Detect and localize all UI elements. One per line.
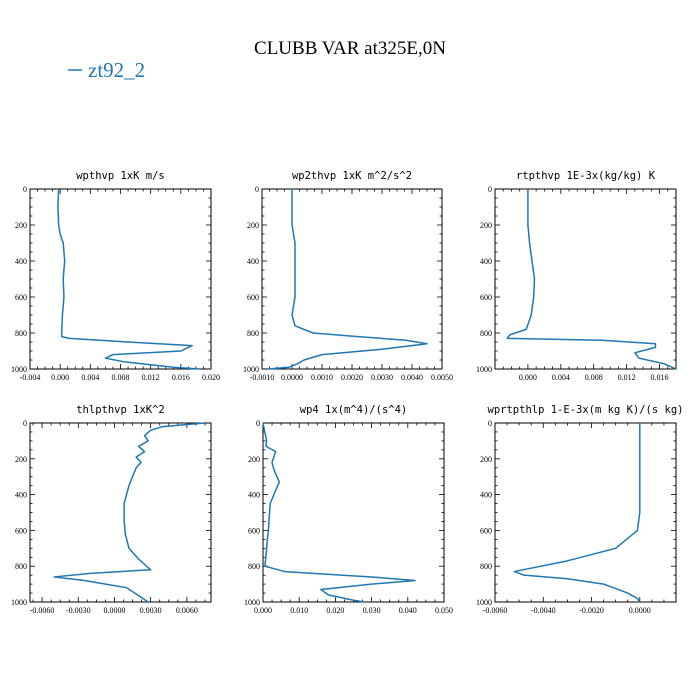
x-tick-label: 0.0000: [629, 606, 651, 615]
x-tick-label: 0.0040: [401, 373, 423, 382]
y-tick-label: 400: [248, 491, 260, 500]
y-tick-label: 200: [248, 455, 260, 464]
legend: zt92_2: [68, 58, 145, 82]
y-tick-label: 600: [248, 526, 260, 535]
y-tick-label: 800: [15, 562, 27, 571]
x-tick-label: 0.016: [651, 373, 669, 382]
x-tick-label: 0.000: [51, 373, 69, 382]
y-tick-label: 0: [23, 185, 27, 194]
x-tick-label: 0.020: [326, 606, 344, 615]
y-tick-label: 200: [247, 221, 259, 230]
series-line: [262, 422, 416, 603]
x-tick-label: -0.0040: [531, 606, 556, 615]
x-tick-label: 0.040: [399, 606, 417, 615]
x-tick-label: 0.0010: [311, 373, 333, 382]
series-line: [53, 422, 206, 603]
series-line: [57, 188, 200, 370]
y-tick-label: 200: [15, 221, 27, 230]
x-tick-label: 0.050: [435, 606, 453, 615]
y-tick-label: 800: [15, 329, 27, 338]
panel-title: thlpthvp 1xK^2: [76, 404, 165, 416]
x-tick-label: -0.0060: [30, 606, 55, 615]
y-tick-label: 1000: [476, 365, 492, 374]
y-tick-label: 400: [15, 491, 27, 500]
series-line: [506, 189, 677, 370]
x-tick-label: 0.030: [363, 606, 381, 615]
plot-frame: [29, 422, 212, 603]
x-tick-label: 0.008: [112, 373, 130, 382]
y-tick-label: 400: [480, 491, 492, 500]
legend-label: zt92_2: [88, 58, 145, 82]
figure-title: CLUBB VAR at325E,0N: [254, 38, 446, 59]
series-line: [267, 189, 428, 370]
x-tick-label: 0.0060: [176, 606, 198, 615]
y-tick-label: 600: [480, 293, 492, 302]
x-tick-label: 0.012: [618, 373, 636, 382]
x-tick-label: -0.0060: [483, 606, 508, 615]
panel-3: rtpthvp 1E-3x(kg/kg) K 0 200 400 600 800 1000 0…: [476, 170, 677, 382]
y-tick-label: 600: [15, 526, 27, 535]
panel-title: wpthvp 1xK m/s: [76, 170, 165, 182]
y-tick-label: 800: [247, 329, 259, 338]
x-tick-label: 0.0030: [140, 606, 162, 615]
x-tick-label: 0.0050: [431, 373, 453, 382]
x-tick-label: 0.008: [585, 373, 603, 382]
panel-1: wpthvp 1xK m/s 0 200 400 600 800 1000-0.004 0.0…: [11, 170, 220, 382]
panel-6: wprtpthlp 1-E-3x(m kg K)/(s kg) 0 200 400 60…: [476, 404, 683, 615]
y-tick-label: 0: [488, 185, 492, 194]
x-tick-label: -0.0010: [250, 373, 275, 382]
y-tick-label: 1000: [476, 598, 492, 607]
y-tick-label: 600: [15, 293, 27, 302]
x-tick-label: 0.0000: [103, 606, 125, 615]
y-tick-label: 800: [480, 562, 492, 571]
panel-title: wprtpthlp 1-E-3x(m kg K)/(s kg): [488, 404, 684, 416]
y-tick-label: 400: [15, 257, 27, 266]
plot-frame: [494, 188, 677, 370]
x-tick-label: -0.004: [20, 373, 41, 382]
panel-title: rtpthvp 1E-3x(kg/kg) K: [516, 170, 656, 182]
x-tick-label: -0.0020: [579, 606, 604, 615]
x-tick-label: 0.0020: [341, 373, 363, 382]
panel-title: wp4 1x(m^4)/(s^4): [300, 404, 407, 416]
x-tick-label: 0.020: [202, 373, 220, 382]
y-tick-label: 400: [480, 257, 492, 266]
x-tick-label: 0.000: [254, 606, 272, 615]
x-tick-label: 0.016: [172, 373, 190, 382]
y-tick-label: 1000: [244, 598, 260, 607]
y-tick-label: 400: [247, 257, 259, 266]
y-tick-label: 0: [23, 419, 27, 428]
y-tick-label: 200: [15, 455, 27, 464]
panel-4: thlpthvp 1xK^2 0 200 400 600 800 1000-0.0060 -0…: [11, 404, 212, 615]
y-tick-label: 200: [480, 455, 492, 464]
y-tick-label: 600: [480, 526, 492, 535]
x-tick-label: 0.0000: [281, 373, 303, 382]
y-tick-label: 1000: [11, 365, 27, 374]
x-tick-label: 0.004: [81, 373, 99, 382]
x-tick-label: 0.000: [519, 373, 537, 382]
panel-title: wp2thvp 1xK m^2/s^2: [292, 170, 412, 182]
x-tick-label: 0.012: [142, 373, 160, 382]
x-tick-label: 0.004: [552, 373, 570, 382]
y-tick-label: 0: [255, 185, 259, 194]
series-line: [513, 423, 641, 603]
panel-2: wp2thvp 1xK m^2/s^2 0 200 400 600 800 1000-0.0…: [243, 170, 453, 382]
x-tick-label: -0.0030: [66, 606, 91, 615]
y-tick-label: 0: [488, 419, 492, 428]
y-tick-label: 1000: [11, 598, 27, 607]
x-tick-label: 0.0030: [371, 373, 393, 382]
y-tick-label: 1000: [243, 365, 259, 374]
y-tick-label: 0: [256, 419, 260, 428]
y-tick-label: 800: [480, 329, 492, 338]
x-tick-label: 0.010: [290, 606, 308, 615]
y-tick-label: 600: [247, 293, 259, 302]
y-tick-label: 800: [248, 562, 260, 571]
y-tick-label: 200: [480, 221, 492, 230]
